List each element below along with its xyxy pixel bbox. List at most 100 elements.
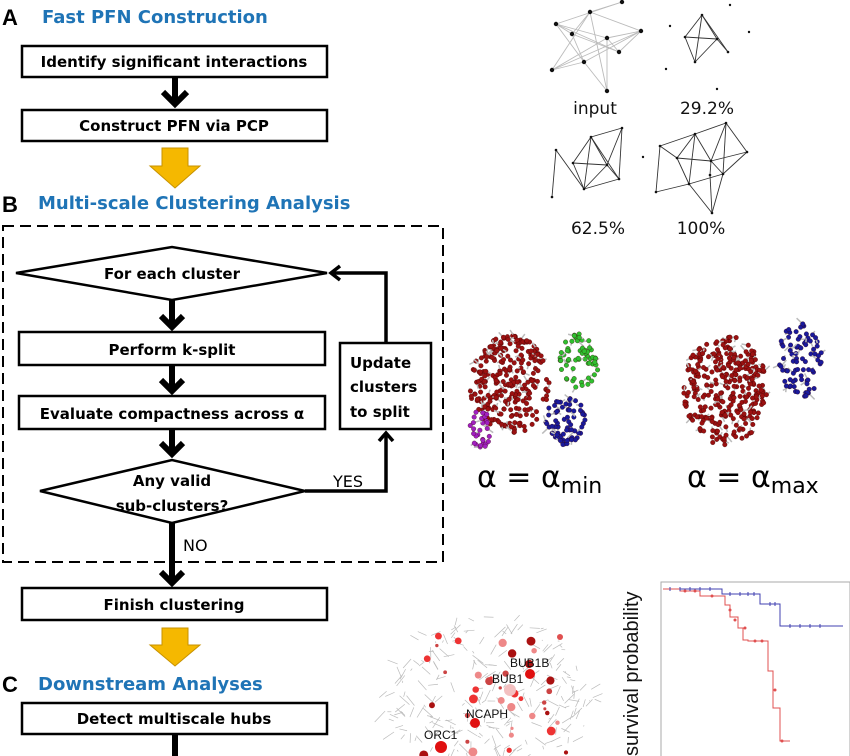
cluster-node-purple xyxy=(482,443,488,449)
graph-edge xyxy=(694,14,703,63)
cluster-node-red xyxy=(505,336,511,342)
cluster-node-blue xyxy=(806,367,812,373)
network-edge xyxy=(570,679,576,682)
cluster-node-red xyxy=(713,381,719,387)
cluster-node-red xyxy=(704,415,710,421)
cluster-node-blue xyxy=(564,414,570,420)
cluster-node-red xyxy=(508,424,514,430)
panel-letter-c: C xyxy=(2,672,18,697)
cluster-node-red xyxy=(520,398,526,404)
network-edge xyxy=(503,660,511,670)
cluster-node-red xyxy=(727,346,733,352)
network-edge xyxy=(541,639,543,641)
cluster-node-blue xyxy=(567,407,572,413)
cluster-node-red xyxy=(741,411,747,417)
network-edge xyxy=(401,680,404,683)
cluster-node-blue xyxy=(778,363,784,369)
network-edge xyxy=(540,679,547,686)
cluster-node-red xyxy=(493,378,499,384)
step-perform-k-split: Perform k-split xyxy=(17,330,327,367)
cluster-node-red xyxy=(502,388,508,394)
cluster-node-red xyxy=(704,382,710,388)
network-edge xyxy=(434,695,443,703)
network-edge xyxy=(543,644,553,653)
cluster-node-red xyxy=(489,354,495,360)
cluster-node-red xyxy=(526,361,532,367)
step-identify-interactions: Identify significant interactions xyxy=(20,44,329,79)
graph-edge xyxy=(583,61,608,92)
km-censor-mark xyxy=(760,639,764,643)
cluster-node-red xyxy=(540,358,546,364)
network-node xyxy=(464,712,471,719)
cluster-node-red xyxy=(524,401,530,406)
network-edge xyxy=(573,707,577,715)
step-label: Finish clustering xyxy=(104,596,245,614)
cluster-node-blue xyxy=(559,404,565,410)
network-node xyxy=(423,655,431,663)
network-edge xyxy=(456,749,459,752)
cluster-node-red xyxy=(508,413,514,419)
network-edge xyxy=(387,659,398,665)
network-edge xyxy=(542,644,549,652)
section-b-title: Multi-scale Clustering Analysis xyxy=(38,193,350,214)
cluster-node-red xyxy=(513,348,519,354)
network-edge xyxy=(535,737,546,746)
network-edge xyxy=(439,648,449,658)
network-edge xyxy=(548,717,551,720)
cluster-node-red xyxy=(758,387,764,393)
step-label: Construct PFN via PCP xyxy=(79,117,269,135)
cluster-node-red xyxy=(691,384,697,390)
cluster-node-red xyxy=(717,419,723,425)
network-edge xyxy=(524,739,528,745)
network-edge xyxy=(556,744,563,748)
cluster-node-red xyxy=(755,372,761,378)
cluster-node-green xyxy=(589,378,595,384)
alpha-max-label: α = αmax xyxy=(687,460,819,499)
graph-edge xyxy=(606,127,623,166)
network-edge xyxy=(396,707,406,717)
graph-edge xyxy=(710,122,727,162)
km-censor-mark xyxy=(773,688,777,692)
cluster-node-red xyxy=(709,419,715,425)
network-edge xyxy=(547,713,555,724)
network-edge xyxy=(555,706,560,716)
cluster-node-blue xyxy=(803,331,809,337)
cluster-node-blue xyxy=(781,356,786,361)
graph-node xyxy=(715,37,719,41)
network-edge xyxy=(547,654,556,666)
graph-node xyxy=(728,3,732,7)
network-edge xyxy=(406,695,415,706)
graph-node xyxy=(620,126,624,130)
network-edge xyxy=(450,748,455,756)
network-node xyxy=(497,696,505,704)
graph-edge xyxy=(659,145,678,159)
cluster-node-purple xyxy=(470,420,476,426)
cluster-node-red xyxy=(482,404,488,410)
yes-branch-connector: YES xyxy=(305,430,395,493)
cluster-node-red xyxy=(499,421,505,427)
network-node xyxy=(435,643,439,648)
cluster-node-red xyxy=(521,369,526,375)
cluster-node-blue xyxy=(787,348,793,353)
hub-node xyxy=(557,634,563,640)
network-edge xyxy=(510,658,513,662)
cluster-node-red xyxy=(728,412,734,418)
network-edge xyxy=(453,740,459,747)
cluster-node-red xyxy=(521,423,527,429)
graph-label-input: input xyxy=(573,99,617,119)
network-edge xyxy=(396,675,406,687)
network-edge xyxy=(484,671,496,679)
network-edge xyxy=(575,710,581,720)
network-node xyxy=(443,670,448,675)
cluster-node-red xyxy=(750,351,756,357)
cluster-node-red xyxy=(718,390,724,396)
network-edge xyxy=(510,711,520,718)
network-edge xyxy=(493,744,501,750)
graph-edge xyxy=(722,122,727,175)
cluster-node-red xyxy=(709,434,715,440)
graph-edge xyxy=(688,183,713,214)
cluster-node-red xyxy=(737,393,743,399)
cluster-node-red xyxy=(515,343,521,349)
cluster-node-red xyxy=(744,394,750,400)
cluster-node-red xyxy=(723,424,729,430)
